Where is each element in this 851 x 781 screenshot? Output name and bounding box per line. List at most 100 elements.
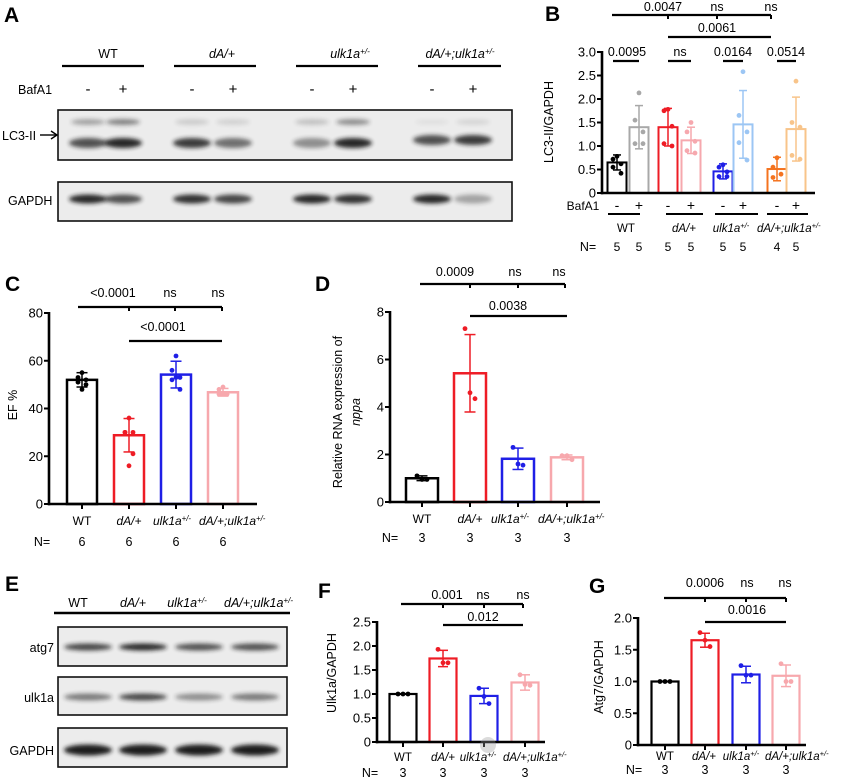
panel-label-e: E: [5, 573, 19, 596]
y-tick-label: 40: [29, 401, 43, 416]
genotype-text: WT: [68, 596, 88, 610]
data-point: [522, 682, 528, 687]
data-point: [797, 124, 803, 130]
panel-label-f: F: [318, 580, 331, 603]
y-tick-label: 0.5: [353, 711, 371, 726]
significance-label: 0.0009: [436, 265, 474, 279]
blot-group-label: ulk1a+/-: [167, 596, 207, 611]
bafa1-treatment-sign: +: [687, 197, 695, 213]
blot-group-label: dA/+;ulk1a+/-: [224, 596, 293, 611]
bafa1-treatment-sign: +: [792, 197, 800, 213]
blot-group-label: WT: [98, 47, 118, 61]
data-point: [126, 415, 132, 421]
x-category-label: ulk1a+/-: [491, 512, 529, 527]
data-point: [75, 375, 81, 380]
significance-label: ns: [476, 588, 489, 602]
y-axis-label: EF %: [6, 390, 20, 421]
data-point: [770, 175, 776, 180]
y-tick-label: 2.0: [353, 639, 371, 654]
protein-band: [334, 138, 372, 148]
y-axis-label: Ulk1a/GAPDH: [325, 633, 339, 713]
data-point: [778, 661, 784, 667]
bafa1-treatment-sign: -: [721, 197, 726, 213]
significance-label: 0.0016: [728, 603, 766, 617]
genotype-text: dA/+;ulk1a: [224, 596, 283, 610]
data-point: [778, 171, 784, 177]
bar-group: [388, 691, 418, 744]
n-value: 3: [662, 763, 669, 777]
data-point: [684, 129, 690, 135]
blot-group-label: dA/+: [209, 47, 235, 61]
y-tick-label: 2.0: [614, 611, 632, 626]
bar: [690, 639, 720, 747]
protein-band: [175, 693, 223, 701]
data-point: [79, 387, 85, 392]
genotype-superscript: +/-: [283, 596, 293, 605]
bar-group: [428, 646, 458, 744]
x-category-label: dA/+: [116, 514, 141, 528]
lc3-blot: [57, 109, 513, 161]
blot-group-label: dA/+: [120, 596, 146, 610]
data-point: [424, 477, 430, 482]
bar-group: [452, 326, 488, 504]
data-point: [743, 672, 749, 678]
bar: [549, 456, 585, 504]
y-tick-label: 60: [29, 353, 43, 368]
significance-label: 0.0006: [686, 576, 724, 590]
data-point: [632, 141, 638, 147]
bar: [510, 681, 540, 744]
protein-band: [413, 135, 451, 145]
blot-group-label: dA/+;ulk1a+/-: [425, 47, 494, 62]
data-point: [75, 379, 81, 385]
y-axis-label: LC3-II/GAPDH: [542, 81, 556, 163]
genotype-text: ulk1a: [153, 514, 182, 528]
protein-band: [71, 119, 105, 125]
genotype-text: dA/+;ulk1a: [538, 512, 595, 526]
data-point: [716, 174, 722, 179]
data-point: [405, 691, 411, 697]
significance-label: <0.0001: [140, 320, 186, 334]
n-value: 3: [564, 531, 571, 545]
n-value: 5: [636, 240, 643, 254]
y-tick-label: 0: [364, 735, 371, 750]
data-point: [692, 150, 698, 156]
data-point: [440, 660, 446, 666]
data-point: [770, 164, 776, 170]
genotype-text: dA/+;ulk1a: [757, 223, 812, 235]
x-category-label: dA/+: [692, 751, 716, 763]
n-value: 5: [720, 240, 727, 254]
protein-band: [119, 643, 167, 651]
data-point: [736, 113, 742, 118]
n-value: 6: [220, 535, 227, 549]
protein-band: [64, 744, 112, 756]
bafa1-treatment-sign: -: [775, 197, 780, 213]
data-point: [707, 644, 713, 649]
n-value: 3: [467, 531, 474, 545]
protein-band: [175, 744, 223, 756]
protein-band: [336, 119, 370, 125]
n-value: 3: [419, 531, 426, 545]
blot-label-lc3: LC3-II: [2, 129, 36, 143]
bar: [731, 673, 761, 747]
significance-label: 0.0061: [698, 21, 736, 35]
bar-group: [712, 162, 734, 195]
genotype-text: ulk1a: [330, 47, 360, 61]
bafa1-treatment-sign: -: [310, 81, 315, 98]
x-category-label: WT: [73, 514, 92, 528]
bar-group: [510, 672, 540, 744]
data-point: [520, 462, 526, 468]
protein-band: [454, 194, 492, 204]
bar-group: [690, 630, 720, 747]
y-axis-label: Atg7/GAPDH: [592, 640, 606, 714]
data-point: [657, 679, 663, 684]
n-label: N=: [580, 240, 596, 254]
y-tick-label: 1.0: [353, 687, 371, 702]
data-point: [789, 153, 795, 158]
genotype-text: dA/+: [209, 47, 235, 61]
bar: [650, 680, 680, 747]
y-tick-label: 1.5: [614, 642, 632, 657]
data-point: [462, 326, 468, 332]
data-point: [669, 123, 675, 129]
bar: [206, 391, 240, 506]
data-point: [126, 463, 132, 469]
